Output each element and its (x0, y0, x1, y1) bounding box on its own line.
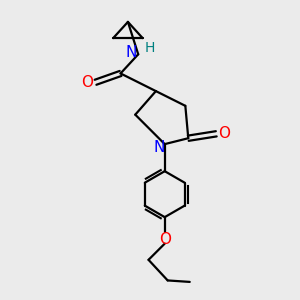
Text: N: N (125, 45, 137, 60)
Text: O: O (81, 75, 93, 90)
Text: O: O (218, 126, 230, 141)
Text: O: O (159, 232, 171, 247)
Text: N: N (153, 140, 164, 154)
Text: H: H (145, 41, 155, 55)
